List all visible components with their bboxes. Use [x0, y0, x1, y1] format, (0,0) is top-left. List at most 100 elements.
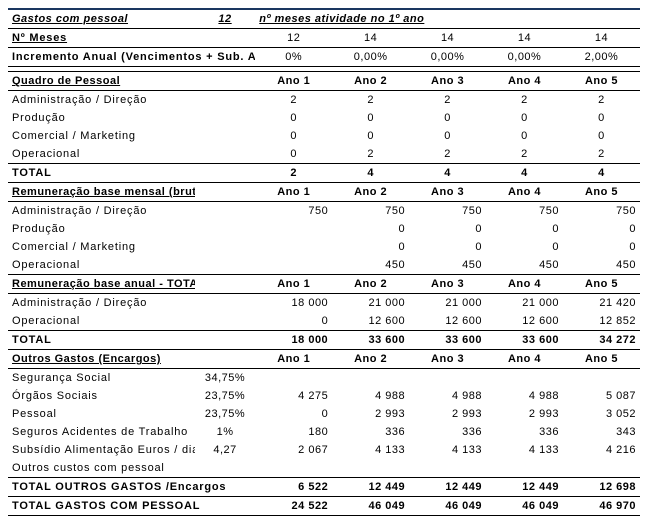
cell: 0: [332, 220, 409, 238]
cell: 12 449: [486, 478, 563, 497]
section-title: Remuneração base anual - TOTAL: [8, 275, 195, 294]
cell: 46 049: [486, 497, 563, 516]
cell: 0: [332, 238, 409, 256]
cell: 0: [255, 312, 332, 331]
table-row: Operacional 0 12 600 12 600 12 600 12 85…: [8, 312, 640, 331]
cell: 750: [332, 202, 409, 221]
head-outros: Outros Gastos (Encargos) Ano 1 Ano 2 Ano…: [8, 350, 640, 369]
row-label: Órgãos Sociais: [8, 387, 195, 405]
cell: 21 000: [332, 294, 409, 313]
row-label: Produção: [8, 220, 195, 238]
table-row: Administração / Direção 750 750 750 750 …: [8, 202, 640, 221]
cell: [332, 369, 409, 388]
row-label: TOTAL: [8, 164, 195, 183]
row-label: TOTAL: [8, 331, 195, 350]
pct-cell: [195, 459, 255, 478]
cell: 336: [486, 423, 563, 441]
cell: 12 600: [486, 312, 563, 331]
page-title: Gastos com pessoal: [8, 9, 195, 29]
row-label: Comercial / Marketing: [8, 238, 195, 256]
pct-cell: 1%: [195, 423, 255, 441]
cell: 46 049: [409, 497, 486, 516]
cell: 18 000: [255, 294, 332, 313]
cell: 2: [332, 91, 409, 110]
cell: 2: [563, 91, 640, 110]
cell: 450: [563, 256, 640, 275]
table-row: Operacional 450 450 450 450: [8, 256, 640, 275]
cell: [486, 369, 563, 388]
cell: [409, 369, 486, 388]
year-head: Ano 5: [563, 275, 640, 294]
cell: 14: [332, 29, 409, 48]
year-head: Ano 4: [486, 183, 563, 202]
cell: 2 067: [255, 441, 332, 459]
row-label: Operacional: [8, 312, 195, 331]
cell: 750: [563, 202, 640, 221]
cell: 0: [409, 238, 486, 256]
cell: 0: [486, 127, 563, 145]
section-title: Outros Gastos (Encargos): [8, 350, 195, 369]
cell: 2: [409, 145, 486, 164]
year-head: Ano 1: [255, 350, 332, 369]
pct-cell: 23,75%: [195, 387, 255, 405]
cell: 6 522: [255, 478, 332, 497]
label-incremento: Incremento Anual (Vencimentos + Sub. Alm…: [8, 48, 255, 67]
row-label: Comercial / Marketing: [8, 127, 195, 145]
year-head: Ano 3: [409, 275, 486, 294]
cell: 450: [332, 256, 409, 275]
title-note-text: nº meses atividade no 1º ano: [255, 9, 640, 29]
cell: 4 988: [409, 387, 486, 405]
row-outros-total: TOTAL OUTROS GASTOS /Encargos 6 522 12 4…: [8, 478, 640, 497]
table-row: Comercial / Marketing 0 0 0 0 0: [8, 127, 640, 145]
row-label: Seguros Acidentes de Trabalho: [8, 423, 195, 441]
cell: [255, 459, 332, 478]
year-head: Ano 2: [332, 350, 409, 369]
cell: 2: [255, 164, 332, 183]
table-row: Comercial / Marketing 0 0 0 0: [8, 238, 640, 256]
year-head: Ano 1: [255, 183, 332, 202]
row-label: Operacional: [8, 145, 195, 164]
cell: 4 133: [332, 441, 409, 459]
cell: 12: [255, 29, 332, 48]
cell: 336: [409, 423, 486, 441]
cell: [563, 459, 640, 478]
cell: 4 988: [332, 387, 409, 405]
row-label: TOTAL OUTROS GASTOS /Encargos: [8, 478, 255, 497]
cell: 4 133: [486, 441, 563, 459]
pct-cell: 34,75%: [195, 369, 255, 388]
cell: 0: [486, 238, 563, 256]
title-row: Gastos com pessoal 12 nº meses atividade…: [8, 9, 640, 29]
table-row: Administração / Direção 18 000 21 000 21…: [8, 294, 640, 313]
cell: 0: [486, 109, 563, 127]
year-head: Ano 2: [332, 275, 409, 294]
table-row: Seguros Acidentes de Trabalho 1% 180 336…: [8, 423, 640, 441]
cell: 450: [486, 256, 563, 275]
row-label: Produção: [8, 109, 195, 127]
cell: 3 052: [563, 405, 640, 423]
cell: 0: [563, 109, 640, 127]
row-label: Administração / Direção: [8, 202, 195, 221]
cell: 0: [409, 127, 486, 145]
cell: 33 600: [409, 331, 486, 350]
cell: 12 600: [409, 312, 486, 331]
head-quadro: Quadro de Pessoal Ano 1 Ano 2 Ano 3 Ano …: [8, 72, 640, 91]
cell: 2 993: [486, 405, 563, 423]
cell: 0: [409, 220, 486, 238]
table-row: Operacional 0 2 2 2 2: [8, 145, 640, 164]
row-label: Administração / Direção: [8, 294, 195, 313]
year-head: Ano 3: [409, 350, 486, 369]
cell: 4 216: [563, 441, 640, 459]
row-label: Operacional: [8, 256, 195, 275]
head-mensal: Remuneração base mensal (bruta) Ano 1 An…: [8, 183, 640, 202]
year-head: Ano 2: [332, 183, 409, 202]
cell: 4: [563, 164, 640, 183]
row-label: Segurança Social: [8, 369, 195, 388]
cell: 4 988: [486, 387, 563, 405]
cell: 4: [486, 164, 563, 183]
year-head: Ano 3: [409, 72, 486, 91]
table-row: Administração / Direção 2 2 2 2 2: [8, 91, 640, 110]
cell: 14: [486, 29, 563, 48]
cell: 4 133: [409, 441, 486, 459]
cell: 0: [255, 109, 332, 127]
cell: 0: [563, 238, 640, 256]
